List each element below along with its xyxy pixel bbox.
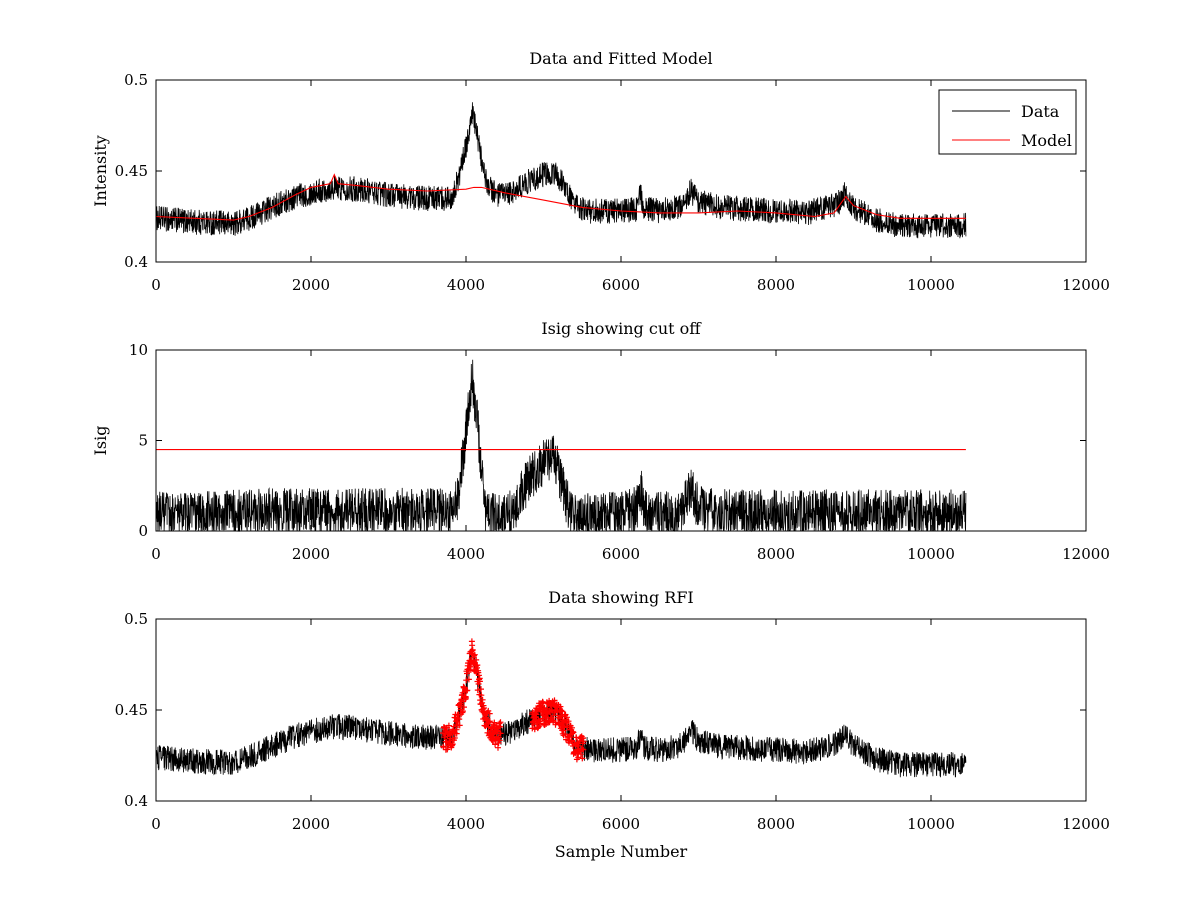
plot-area-3	[155, 638, 967, 778]
x-tick-label: 10000	[907, 815, 955, 833]
x-tick-label: 8000	[757, 815, 795, 833]
chart-title-3: Data showing RFI	[548, 588, 693, 607]
data-series-line	[155, 359, 967, 533]
rfi-markers	[440, 638, 587, 763]
x-tick-label: 0	[151, 815, 161, 833]
chart-title-2: Isig showing cut off	[541, 319, 702, 338]
y-tick-label: 0.45	[115, 162, 148, 180]
x-tick-label: 2000	[292, 545, 330, 563]
x-tick-label: 0	[151, 545, 161, 563]
y-tick-label: 0.4	[124, 253, 148, 271]
y-tick-label: 0.45	[115, 701, 148, 719]
x-tick-label: 6000	[602, 276, 640, 294]
panel-data-rfi: 0 2000 4000 6000 8000 10000 12000 0.4 0.45 0.5 Da…	[115, 588, 1110, 861]
ticks-2: 0 2000 4000 6000 8000 10000 12000 0 5 10	[129, 341, 1110, 563]
x-tick-label: 2000	[292, 276, 330, 294]
y-tick-label: 0.5	[124, 610, 148, 628]
panel-data-and-model: 0 2000 4000 6000 8000 10000 12000 0.4 0.45 0.5 Da…	[91, 49, 1110, 294]
x-tick-label: 2000	[292, 815, 330, 833]
plot-area-2	[155, 359, 967, 533]
chart-title-1: Data and Fitted Model	[529, 49, 712, 68]
plot-area-1	[155, 102, 967, 239]
x-tick-label: 10000	[907, 276, 955, 294]
legend-box	[938, 89, 1077, 155]
x-tick-label: 12000	[1062, 545, 1110, 563]
panel-isig-cutoff: 0 2000 4000 6000 8000 10000 12000 0 5 10 Isig sho…	[91, 319, 1110, 563]
x-tick-label: 8000	[757, 545, 795, 563]
ticks-1: 0 2000 4000 6000 8000 10000 12000 0.4 0.45 0.5	[115, 71, 1110, 294]
y-tick-label: 0.4	[124, 792, 148, 810]
x-tick-label: 4000	[447, 545, 485, 563]
model-series-line	[155, 173, 966, 221]
y-tick-label: 5	[138, 432, 148, 450]
x-tick-label: 0	[151, 276, 161, 294]
x-tick-label: 12000	[1062, 815, 1110, 833]
legend-label-model: Model	[1021, 131, 1072, 150]
y-axis-label-2: Isig	[91, 426, 110, 456]
x-tick-label: 6000	[602, 545, 640, 563]
x-tick-label: 12000	[1062, 276, 1110, 294]
x-axis-label-3: Sample Number	[555, 842, 688, 861]
legend: Data Model	[938, 89, 1077, 155]
y-axis-label-1: Intensity	[91, 135, 110, 207]
x-tick-label: 6000	[602, 815, 640, 833]
x-tick-label: 10000	[907, 545, 955, 563]
y-tick-label: 0	[138, 522, 148, 540]
y-tick-label: 10	[129, 341, 148, 359]
y-tick-label: 0.5	[124, 71, 148, 89]
x-tick-label: 4000	[447, 276, 485, 294]
legend-label-data: Data	[1021, 102, 1060, 121]
ticks-3: 0 2000 4000 6000 8000 10000 12000 0.4 0.45 0.5	[115, 610, 1110, 833]
x-tick-label: 8000	[757, 276, 795, 294]
x-tick-label: 4000	[447, 815, 485, 833]
